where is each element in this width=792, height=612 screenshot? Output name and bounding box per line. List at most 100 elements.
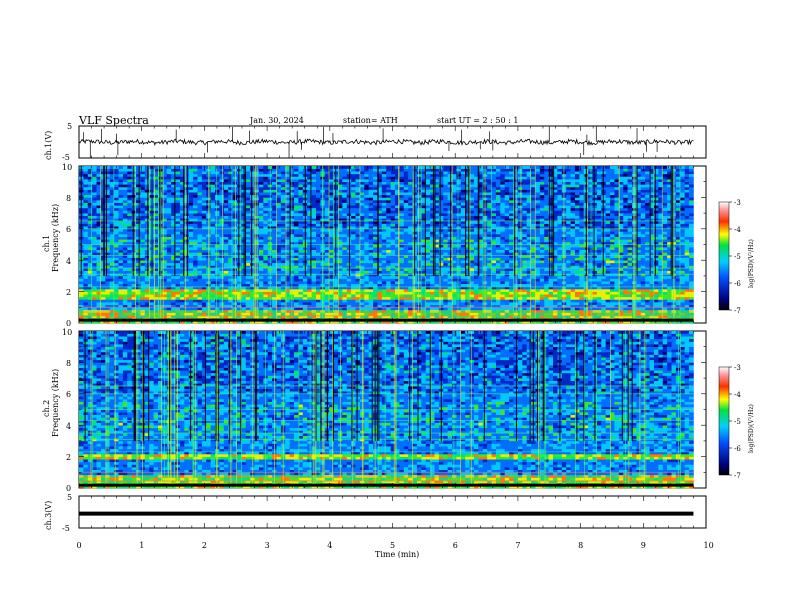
ch1-cell — [408, 239, 413, 243]
ch1-cell — [153, 186, 159, 190]
ch1-cell — [272, 309, 277, 313]
ch1-cell — [175, 207, 181, 211]
ch1-cell — [381, 186, 387, 190]
ch1-cell — [250, 241, 255, 245]
ch1-cell — [302, 288, 308, 292]
ch1-cell — [175, 315, 181, 319]
ch1-cell — [359, 184, 365, 188]
ch1-cell — [272, 226, 277, 230]
ch1-cell — [223, 228, 229, 232]
ch1-cell — [263, 202, 269, 206]
ch1-cell — [430, 294, 435, 298]
ch1-cell — [425, 299, 431, 303]
ch1-cell — [250, 286, 255, 290]
ch1-cell — [131, 309, 137, 313]
ch1-cell — [140, 291, 146, 295]
ch1-cell — [122, 231, 128, 235]
ch1-cell — [250, 236, 255, 240]
ch1-cell — [285, 181, 290, 185]
ch1-cell — [179, 194, 185, 198]
ch1-cell — [399, 220, 405, 224]
ch1-cell — [408, 220, 413, 224]
ch1-cell — [381, 239, 387, 243]
ch1-cell — [127, 270, 132, 274]
ch1-cell — [109, 257, 115, 261]
ch1-cell — [232, 296, 238, 300]
ch1-cell — [237, 234, 242, 237]
ch1-cell — [403, 262, 409, 266]
ch1-cell — [430, 236, 435, 240]
ch1-cell — [140, 210, 146, 214]
ch1-cell — [250, 278, 255, 282]
ch1-cell — [324, 262, 330, 266]
ch1-cell — [359, 205, 365, 209]
ch1-cell — [127, 252, 132, 256]
ch1-cell — [219, 197, 225, 201]
ch1-cell — [298, 241, 304, 245]
ch1-cell — [395, 294, 400, 298]
ch1-cell — [364, 213, 369, 217]
ch1-cell — [399, 166, 405, 169]
ch1-cell — [92, 179, 97, 182]
ch1-cell — [316, 315, 321, 319]
ch1-cell — [237, 186, 242, 190]
ch1-cell — [276, 192, 282, 196]
ch1-cell — [122, 181, 128, 185]
ch1-cell — [96, 184, 102, 188]
ch1-cell — [197, 241, 203, 245]
ch1-cell — [136, 218, 141, 222]
ch1-cell — [364, 262, 369, 266]
ch1-cell — [377, 296, 383, 300]
ch1-cell — [280, 257, 286, 261]
ch1-cell — [215, 231, 220, 235]
ch1-cell — [421, 260, 427, 264]
ch1-cell — [324, 278, 330, 282]
ch1-cell — [232, 220, 238, 224]
ch1-cell — [364, 173, 369, 177]
ch1-cell — [250, 257, 255, 261]
ch1-cell — [307, 202, 312, 206]
ch1-cell — [307, 268, 312, 271]
ch1-cell — [114, 294, 119, 298]
ch1-cell — [228, 312, 233, 316]
ch1-cell — [307, 270, 312, 274]
ch1-cell — [311, 309, 317, 313]
ch1-cell — [355, 226, 361, 230]
ch1-cell — [83, 239, 89, 243]
ch1-cell — [381, 236, 387, 240]
ch1-cell — [258, 173, 264, 177]
ch1-cell — [118, 302, 124, 305]
ch1-cell — [263, 218, 269, 222]
ch1-cell — [395, 189, 400, 193]
ch1-cell — [136, 200, 141, 203]
ch1-cell — [96, 254, 102, 258]
ch1-cell — [114, 299, 119, 303]
ch1-cell — [359, 220, 365, 224]
ch1-cell — [188, 247, 194, 251]
ch1-cell — [210, 275, 216, 279]
ch1-cell — [337, 171, 343, 175]
ch1-cell — [162, 262, 168, 266]
ch1-cell — [294, 241, 299, 245]
ch1-cell — [307, 304, 312, 308]
ch1-cell — [184, 223, 190, 227]
ch1-cell — [395, 299, 400, 303]
ch1-cell — [294, 171, 299, 175]
ch1-cell — [118, 200, 124, 203]
ch1-cell — [421, 268, 427, 271]
ch1-cell — [403, 252, 409, 256]
ch1-cell — [403, 247, 409, 251]
ch1-cell — [355, 260, 361, 264]
ch1-cell — [245, 283, 251, 287]
ch1-cell — [395, 194, 400, 198]
ch1-cell — [153, 281, 159, 285]
ch1-cell — [166, 226, 172, 230]
ch1-cell — [228, 223, 233, 227]
ch1-cell — [425, 207, 431, 211]
ch1-cell — [237, 215, 242, 219]
ch1-cell — [232, 168, 238, 172]
ch1-cell — [193, 291, 198, 295]
ch1-cell — [175, 286, 181, 290]
ch1-cell — [381, 268, 387, 271]
ch1-cell — [324, 171, 330, 175]
